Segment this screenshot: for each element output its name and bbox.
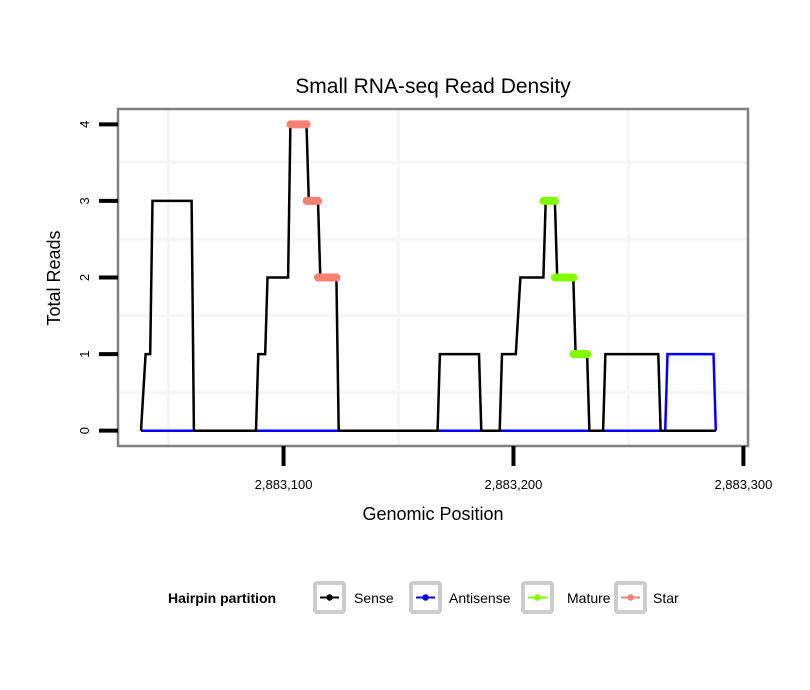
x-axis-title: Genomic Position — [362, 504, 503, 524]
y-tick-label: 4 — [77, 121, 92, 128]
legend-title: Hairpin partition — [168, 590, 276, 606]
y-axis: 0 1 2 3 4 — [77, 121, 118, 434]
x-axis: 2,883,100 2,883,200 2,883,300 — [255, 446, 772, 492]
y-tick-label: 3 — [77, 197, 92, 204]
legend-label-mature: Mature — [567, 590, 611, 606]
legend-dot-mature — [534, 594, 541, 601]
legend-dot-antisense — [422, 594, 429, 601]
plot-panel — [118, 109, 748, 446]
y-axis-title: Total Reads — [44, 230, 64, 325]
x-tick-label: 2,883,200 — [485, 477, 543, 492]
x-tick-label: 2,883,300 — [714, 477, 772, 492]
legend: Hairpin partition Sense Antisense Mature… — [168, 581, 679, 614]
legend-dot-sense — [326, 594, 333, 601]
legend-label-star: Star — [653, 590, 679, 606]
legend-item-sense: Sense — [313, 581, 394, 614]
legend-label-sense: Sense — [354, 590, 394, 606]
legend-item-antisense: Antisense — [409, 581, 511, 614]
x-tick-label: 2,883,100 — [255, 477, 313, 492]
legend-item-star: Star — [614, 581, 679, 614]
y-tick-label: 0 — [77, 427, 92, 434]
y-tick-label: 1 — [77, 350, 92, 357]
y-tick-label: 2 — [77, 274, 92, 281]
grid-lines — [118, 109, 748, 446]
series-layer — [139, 120, 718, 432]
legend-item-mature: Mature — [521, 581, 611, 614]
chart-title: Small RNA-seq Read Density — [295, 75, 571, 98]
legend-dot-star — [627, 594, 634, 601]
legend-label-antisense: Antisense — [449, 590, 511, 606]
